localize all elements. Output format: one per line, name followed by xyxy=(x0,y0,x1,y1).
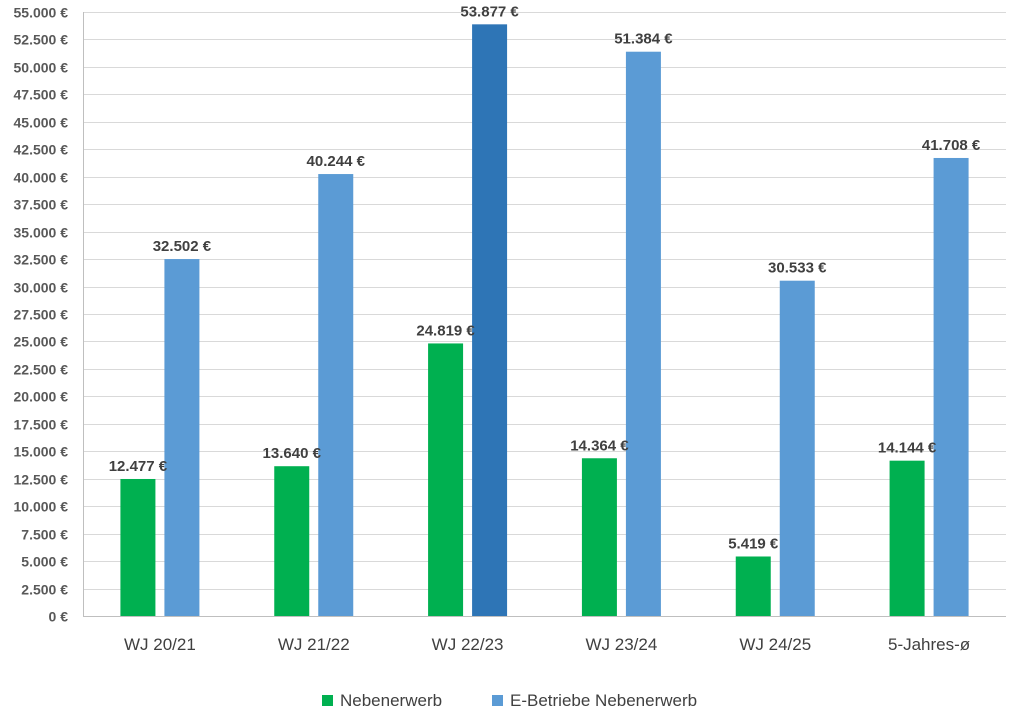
y-tick-label: 30.000 € xyxy=(14,280,69,296)
bar-nebenerwerb xyxy=(120,478,156,616)
x-category-label: WJ 23/24 xyxy=(586,635,658,654)
bar-e-betriebe-nebenerwerb xyxy=(164,259,200,616)
bar-nebenerwerb xyxy=(581,458,617,616)
y-tick-label: 10.000 € xyxy=(14,499,69,515)
bar-e-betriebe-nebenerwerb xyxy=(933,157,969,616)
y-tick-label: 47.500 € xyxy=(14,87,69,103)
bar-nebenerwerb xyxy=(889,460,925,616)
y-tick-label: 40.000 € xyxy=(14,170,69,186)
y-tick-label: 0 € xyxy=(49,609,69,625)
y-tick-label: 45.000 € xyxy=(14,115,69,131)
y-tick-label: 27.500 € xyxy=(14,307,69,323)
data-label: 53.877 € xyxy=(460,3,519,20)
bar-nebenerwerb xyxy=(274,466,310,616)
y-tick-label: 55.000 € xyxy=(14,5,69,21)
bar-e-betriebe-nebenerwerb xyxy=(625,51,661,616)
y-tick-label: 25.000 € xyxy=(14,334,69,350)
bar-nebenerwerb xyxy=(428,343,464,616)
legend-label-e-betriebe-nebenerwerb: E-Betriebe Nebenerwerb xyxy=(510,691,697,710)
y-axis-ticks: 0 € 2.500 € 5.000 € 7.500 € 10.000 € 12.500 €… xyxy=(14,5,69,625)
y-tick-label: 52.500 € xyxy=(14,32,69,48)
bar-e-betriebe-nebenerwerb xyxy=(779,280,815,616)
data-label: 51.384 € xyxy=(614,31,673,48)
x-category-label: WJ 20/21 xyxy=(124,635,196,654)
legend-swatch-nebenerwerb xyxy=(322,695,333,706)
y-tick-label: 50.000 € xyxy=(14,60,69,76)
y-tick-label: 12.500 € xyxy=(14,472,69,488)
y-tick-label: 7.500 € xyxy=(21,527,68,543)
y-tick-label: 42.500 € xyxy=(14,142,69,158)
data-label: 40.244 € xyxy=(307,153,366,170)
bars xyxy=(120,24,969,617)
legend-swatch-e-betriebe-nebenerwerb xyxy=(492,695,503,706)
data-label: 32.502 € xyxy=(153,238,212,255)
x-axis-categories: WJ 20/21 WJ 21/22 WJ 22/23 WJ 23/24 WJ 24/25… xyxy=(124,635,970,654)
data-label: 13.640 € xyxy=(263,445,322,462)
data-label: 12.477 € xyxy=(109,458,168,475)
x-category-label: WJ 24/25 xyxy=(739,635,811,654)
x-category-label: 5-Jahres-ø xyxy=(888,635,970,654)
data-label: 14.144 € xyxy=(878,440,937,457)
y-tick-label: 22.500 € xyxy=(14,362,69,378)
legend-label-nebenerwerb: Nebenerwerb xyxy=(340,691,442,710)
y-tick-label: 5.000 € xyxy=(21,554,68,570)
y-tick-label: 15.000 € xyxy=(14,444,69,460)
data-label: 14.364 € xyxy=(570,437,629,454)
gridlines xyxy=(83,12,1006,617)
y-tick-label: 37.500 € xyxy=(14,197,69,213)
y-tick-label: 2.500 € xyxy=(21,582,68,598)
bar-nebenerwerb xyxy=(735,556,771,616)
x-category-label: WJ 21/22 xyxy=(278,635,350,654)
data-label: 41.708 € xyxy=(922,137,981,154)
y-tick-label: 20.000 € xyxy=(14,389,69,405)
y-tick-label: 17.500 € xyxy=(14,417,69,433)
x-category-label: WJ 22/23 xyxy=(432,635,504,654)
data-label: 24.819 € xyxy=(416,322,475,339)
bar-e-betriebe-nebenerwerb xyxy=(472,24,508,617)
data-label: 5.419 € xyxy=(728,535,779,552)
legend: Nebenerwerb E-Betriebe Nebenerwerb xyxy=(322,691,697,710)
data-labels: 12.477 € 32.502 € 13.640 € 40.244 € 24.819 €… xyxy=(109,3,981,552)
y-tick-label: 35.000 € xyxy=(14,225,69,241)
y-tick-label: 32.500 € xyxy=(14,252,69,268)
bar-e-betriebe-nebenerwerb xyxy=(318,174,354,616)
data-label: 30.533 € xyxy=(768,260,827,277)
